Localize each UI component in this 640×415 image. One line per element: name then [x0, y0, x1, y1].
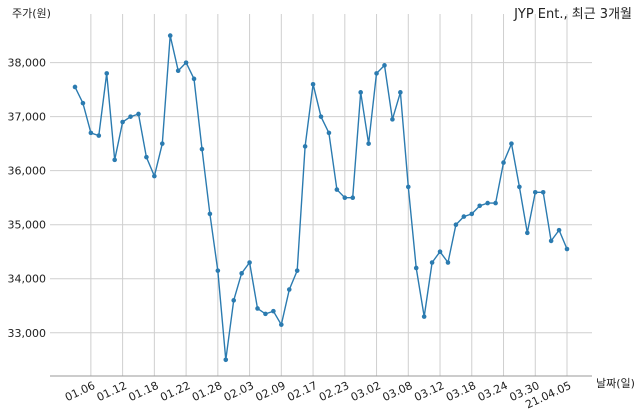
- data-point: [199, 146, 205, 152]
- data-point: [72, 84, 78, 90]
- data-point: [152, 173, 157, 179]
- x-tick-label: 03.02: [349, 379, 383, 404]
- y-tick-label: 38,000: [8, 57, 47, 70]
- y-tick-label: 35,000: [8, 219, 47, 232]
- data-point: [120, 119, 125, 125]
- series-layer: [72, 33, 570, 363]
- x-tick-label: 03.18: [444, 379, 478, 404]
- data-point: [477, 203, 483, 209]
- data-point: [167, 33, 173, 38]
- data-point: [429, 260, 435, 265]
- data-point: [326, 130, 332, 136]
- y-tick-label: 34,000: [8, 273, 47, 286]
- x-tick-label: 03.24: [476, 379, 510, 404]
- data-point: [247, 260, 252, 265]
- data-point: [469, 211, 475, 217]
- x-axis-label: 날짜(일): [596, 376, 635, 390]
- data-point: [159, 141, 165, 146]
- data-point: [88, 130, 94, 136]
- data-point: [509, 141, 514, 146]
- data-point: [215, 268, 221, 273]
- grid-lines: [50, 14, 592, 376]
- x-tick-label: 02.17: [285, 379, 319, 404]
- data-point: [413, 265, 419, 271]
- data-point: [294, 268, 300, 273]
- x-tick-label: 02.09: [254, 379, 288, 404]
- x-tick-label: 01.06: [63, 379, 97, 404]
- data-point: [390, 117, 395, 122]
- data-point: [405, 184, 411, 190]
- x-tick-label: 01.12: [95, 379, 129, 404]
- data-point: [358, 90, 363, 95]
- data-point: [445, 260, 451, 265]
- y-tick-label: 37,000: [8, 111, 47, 124]
- data-point: [231, 298, 237, 303]
- data-point: [334, 187, 340, 192]
- data-point: [350, 195, 356, 201]
- data-point: [437, 249, 443, 255]
- data-point: [342, 195, 348, 201]
- data-point: [485, 200, 490, 206]
- data-point: [540, 189, 546, 195]
- data-point: [183, 60, 189, 65]
- data-point: [104, 71, 110, 76]
- y-tick-label: 33,000: [8, 327, 47, 340]
- data-point: [286, 287, 292, 292]
- x-tick-label: 01.22: [158, 379, 192, 404]
- x-tick-label: 02.03: [222, 379, 256, 404]
- x-tick-label: 01.28: [190, 379, 224, 404]
- data-point: [223, 357, 229, 363]
- data-point: [517, 184, 522, 190]
- data-point: [421, 314, 427, 319]
- data-point: [175, 68, 181, 74]
- data-point: [525, 230, 530, 236]
- data-point: [191, 76, 197, 82]
- data-point: [128, 114, 133, 119]
- data-point: [556, 227, 562, 233]
- data-point: [382, 63, 387, 68]
- data-point: [493, 200, 498, 206]
- data-point: [255, 306, 260, 311]
- data-point: [564, 246, 570, 252]
- data-point: [271, 308, 276, 314]
- tick-labels: 33,000 34,000 35,000 36,000 37,000 38,000 01.0…: [8, 57, 574, 412]
- data-point: [310, 81, 316, 87]
- x-tick-label: 02.23: [317, 379, 351, 404]
- data-point: [374, 71, 379, 76]
- data-point: [461, 214, 467, 219]
- data-point: [112, 157, 117, 163]
- data-point: [279, 322, 284, 327]
- data-point: [239, 271, 244, 276]
- x-tick-label: 01.18: [127, 379, 161, 404]
- data-point: [366, 141, 371, 146]
- series-line: [74, 35, 568, 360]
- data-point: [548, 238, 554, 244]
- data-point: [398, 90, 403, 95]
- y-tick-label: 36,000: [8, 165, 47, 178]
- data-point: [302, 144, 308, 149]
- data-point: [144, 154, 149, 160]
- data-point: [318, 114, 324, 119]
- data-point: [532, 189, 538, 195]
- y-axis-label: 주가(원): [12, 7, 51, 20]
- chart-title: JYP Ent., 최근 3개월: [513, 7, 632, 22]
- data-point: [96, 133, 102, 138]
- data-point: [207, 211, 213, 217]
- data-point: [136, 111, 141, 117]
- x-tick-label: 03.08: [381, 379, 415, 404]
- x-tick-label: 03.12: [412, 379, 446, 404]
- data-point: [453, 222, 459, 228]
- data-point: [501, 160, 506, 165]
- data-point: [80, 100, 86, 106]
- data-point: [263, 311, 268, 317]
